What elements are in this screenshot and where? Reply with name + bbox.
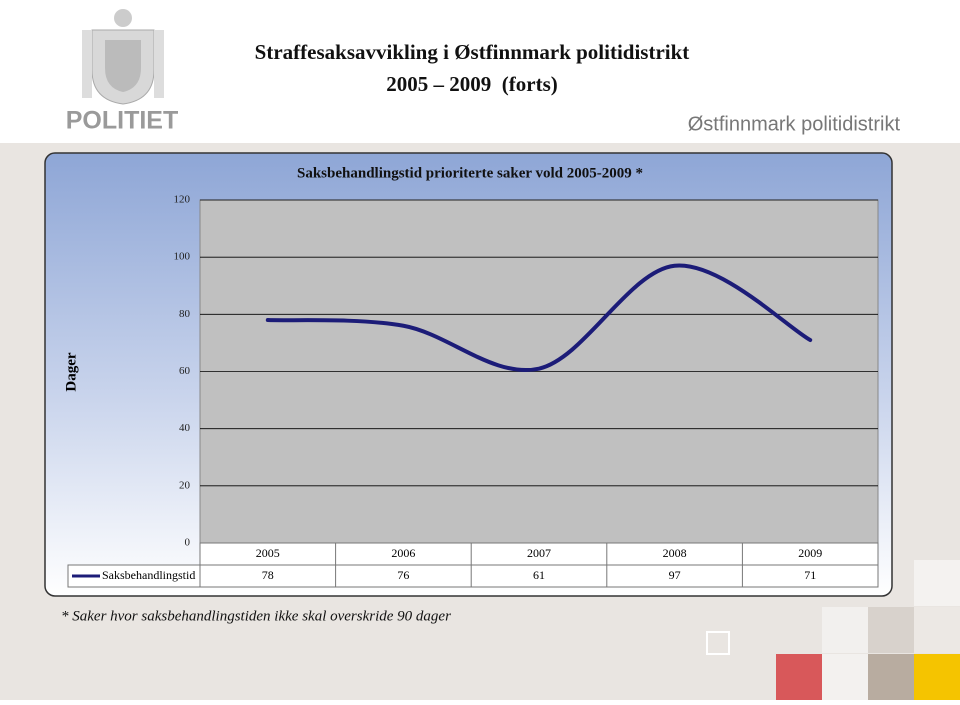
logo xyxy=(82,9,164,105)
chart: 0 20 40 60 80 100 120 2005 2006 2007 2008 2009 Saksb… xyxy=(67,194,879,588)
data-label: 61 xyxy=(533,568,545,582)
footnote: * Saker hvor saksbehandlingstiden ikke s… xyxy=(61,608,451,624)
y-tick-label: 20 xyxy=(179,479,191,491)
decoration xyxy=(706,560,960,700)
title: Straffesaksavvikling i Østfinnmark polit… xyxy=(255,40,690,64)
y-tick-label: 100 xyxy=(174,251,191,263)
chart-title: Saksbehandlingstid prioriterte saker vol… xyxy=(297,165,643,181)
x-tick-label: 2006 xyxy=(391,546,415,560)
y-tick-label: 0 xyxy=(185,537,191,549)
data-table-legend-cell xyxy=(67,564,201,588)
logo-text: POLITIET xyxy=(66,107,179,135)
y-tick-label: 40 xyxy=(179,422,191,434)
y-tick-label: 60 xyxy=(179,365,191,377)
line xyxy=(265,263,813,373)
x-tick-label: 2005 xyxy=(256,546,280,560)
title: 2005 – 2009 (forts) xyxy=(386,72,557,96)
data-label: 97 xyxy=(669,568,681,582)
x-tick-label: 2008 xyxy=(663,546,687,560)
legend-label: Saksbehandlingstid xyxy=(102,568,195,582)
data-label: 71 xyxy=(804,568,816,582)
data-label: 78 xyxy=(262,568,274,582)
y-axis-label: Dager xyxy=(63,352,79,391)
data-label: 76 xyxy=(397,568,409,582)
y-tick-label: 80 xyxy=(179,308,191,320)
y-tick-label: 120 xyxy=(174,194,191,206)
district: Østfinnmark politidistrikt xyxy=(688,113,901,135)
x-tick-label: 2007 xyxy=(527,546,551,560)
x-tick-label: 2009 xyxy=(798,546,822,560)
